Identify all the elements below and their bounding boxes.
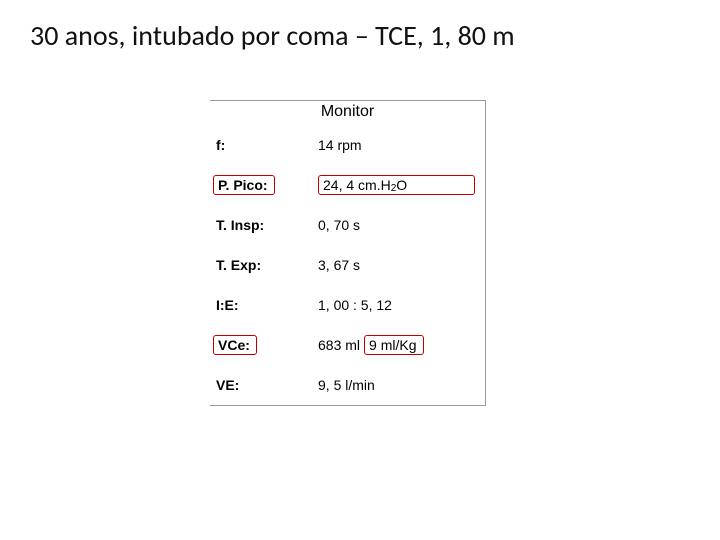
panel-top-rule: [210, 100, 485, 101]
value-ie: 1, 00 : 5, 12: [314, 285, 481, 325]
monitor-header: Monitor: [210, 101, 485, 125]
value-vce-main: 683 ml: [318, 337, 360, 353]
row-tinsp: T. Insp: 0, 70 s: [210, 205, 485, 245]
row-ie: I:E: 1, 00 : 5, 12: [210, 285, 485, 325]
value-ppico-sub: 2: [391, 183, 397, 194]
row-texp: T. Exp: 3, 67 s: [210, 245, 485, 285]
slide-title: 30 anos, intubado por coma – TCE, 1, 80 …: [30, 18, 690, 53]
row-ve: VE: 9, 5 l/min: [210, 365, 485, 405]
value-texp: 3, 67 s: [314, 245, 481, 285]
value-ve: 9, 5 l/min: [314, 365, 481, 405]
row-vce: VCe: 683 ml 9 ml/Kg: [210, 325, 485, 365]
label-ie: I:E:: [214, 285, 314, 325]
slide: 30 anos, intubado por coma – TCE, 1, 80 …: [0, 0, 720, 540]
label-texp: T. Exp:: [214, 245, 314, 285]
row-ppico: P. Pico: 24, 4 cm.H2O: [210, 165, 485, 205]
label-vce: VCe:: [214, 325, 314, 365]
value-ppico-suffix: O: [396, 177, 407, 193]
label-ve: VE:: [214, 365, 314, 405]
label-f: f:: [214, 125, 314, 165]
value-vce: 683 ml 9 ml/Kg: [314, 325, 481, 365]
label-tinsp: T. Insp:: [214, 205, 314, 245]
value-f: 14 rpm: [314, 125, 481, 165]
monitor-panel: Monitor f: 14 rpm P. Pico: 24, 4 cm.H2O …: [210, 100, 486, 406]
highlight-label-ppico: P. Pico:: [213, 175, 275, 195]
highlight-value-vce-extra: 9 ml/Kg: [364, 335, 423, 355]
value-tinsp: 0, 70 s: [314, 205, 481, 245]
value-ppico: 24, 4 cm.H2O: [314, 165, 481, 205]
highlight-label-vce: VCe:: [213, 335, 257, 355]
row-f: f: 14 rpm: [210, 125, 485, 165]
label-ppico: P. Pico:: [214, 165, 314, 205]
value-ppico-prefix: 24, 4 cm.H: [323, 177, 391, 193]
highlight-value-ppico: 24, 4 cm.H2O: [318, 175, 475, 195]
